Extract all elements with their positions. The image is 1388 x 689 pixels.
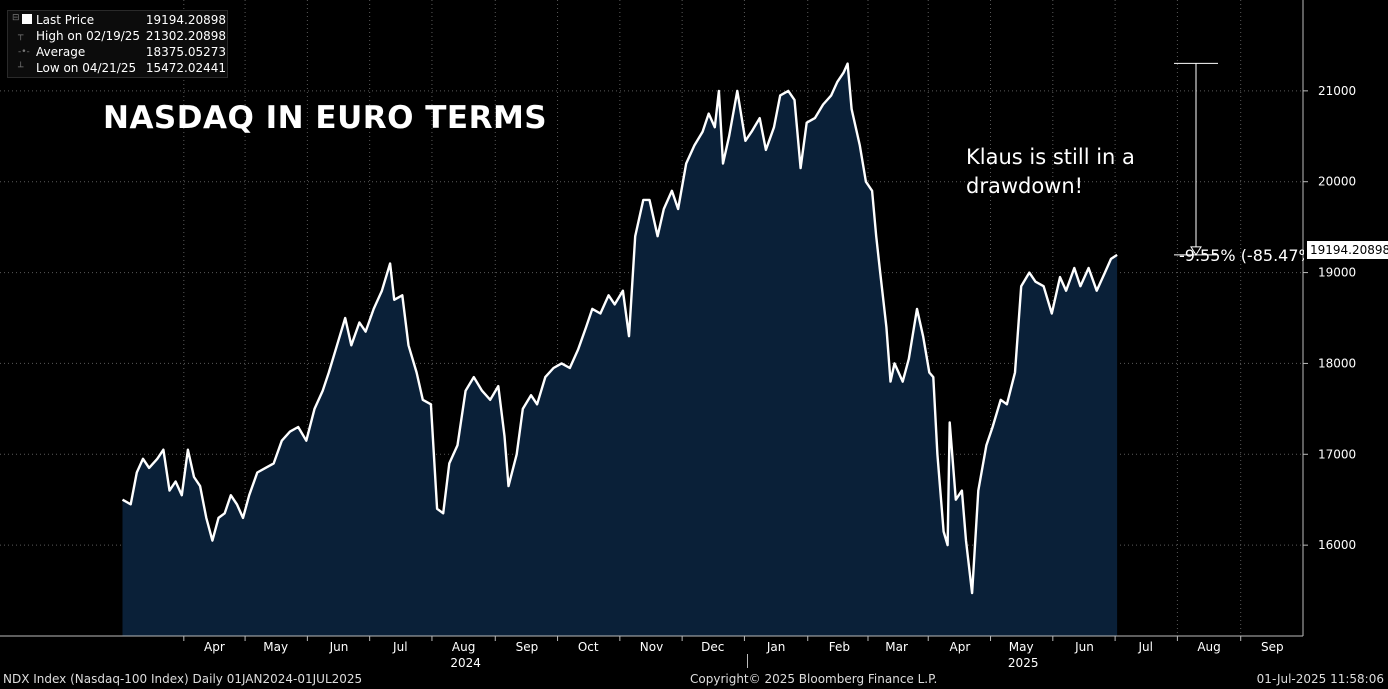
x-tick-label: Feb xyxy=(829,640,850,654)
last-price-tag: 19194.20898 xyxy=(1307,241,1388,259)
legend-value: 18375.05273 xyxy=(145,45,226,59)
chart-axes: 16000 17000 18000 19000 20000 21000 Apr May Jun J… xyxy=(0,0,1356,670)
x-tick-label: Nov xyxy=(640,640,663,654)
y-tick-label: 21000 xyxy=(1318,84,1356,98)
legend-box: Last Price 19194.20898 High on 02/19/25 … xyxy=(7,10,228,78)
high-marker-icon: ┬ xyxy=(18,31,24,41)
x-tick-label: Jul xyxy=(392,640,407,654)
legend-row-high: High on 02/19/25 21302.20898 xyxy=(36,28,226,44)
footer-security-info: NDX Index (Nasdaq-100 Index) Daily 01JAN… xyxy=(3,672,363,686)
year-label: 2024 xyxy=(450,656,481,670)
low-marker-icon: ┴ xyxy=(18,63,24,73)
x-tick-label: Apr xyxy=(950,640,971,654)
x-tick-label: May xyxy=(1009,640,1034,654)
legend-row-low: Low on 04/21/25 15472.02441 xyxy=(36,60,226,76)
last-price-swatch-icon xyxy=(22,14,32,24)
x-tick-label: Sep xyxy=(516,640,539,654)
legend-row-average: Average 18375.05273 xyxy=(36,44,226,60)
legend-label: Last Price xyxy=(36,13,95,27)
x-tick-label: Jul xyxy=(1137,640,1152,654)
drawdown-percent-label: -9.55% (-85.47% xyxy=(1179,246,1304,265)
x-tick-label: Jun xyxy=(1074,640,1094,654)
footer-timestamp: 01-Jul-2025 11:58:06 xyxy=(1256,672,1384,686)
x-tick-label: May xyxy=(263,640,288,654)
y-tick-label: 17000 xyxy=(1318,447,1356,461)
y-tick-label: 19000 xyxy=(1318,266,1356,280)
x-tick-label: Aug xyxy=(1197,640,1220,654)
price-series-line xyxy=(121,62,1118,595)
legend-value: 19194.20898 xyxy=(145,13,226,27)
x-tick-label: Sep xyxy=(1261,640,1284,654)
x-tick-label: Jan xyxy=(766,640,786,654)
average-marker-icon: -•- xyxy=(18,47,30,57)
legend-label: Average xyxy=(36,45,86,59)
chart-title: NASDAQ IN EURO TERMS xyxy=(103,100,548,136)
y-tick-label: 16000 xyxy=(1318,538,1356,552)
x-tick-label: Apr xyxy=(204,640,225,654)
collapse-icon[interactable]: ⊟ xyxy=(12,13,20,23)
drawdown-arrow-icon xyxy=(1190,246,1202,256)
footer-copyright: Copyright© 2025 Bloomberg Finance L.P. xyxy=(690,672,938,686)
legend-value: 21302.20898 xyxy=(145,29,226,43)
x-tick-label: Aug xyxy=(452,640,475,654)
x-tick-label: Oct xyxy=(578,640,599,654)
price-area-fill xyxy=(122,63,1118,637)
x-tick-label: Jun xyxy=(329,640,349,654)
x-tick-label: Dec xyxy=(701,640,724,654)
legend-value: 15472.02441 xyxy=(145,61,226,75)
legend-label: High on 02/19/25 xyxy=(36,29,141,43)
y-tick-label: 20000 xyxy=(1318,175,1356,189)
annotation-text: Klaus is still in a drawdown! xyxy=(966,145,1135,198)
y-tick-label: 18000 xyxy=(1318,356,1356,370)
x-tick-label: Mar xyxy=(885,640,908,654)
drawdown-marker xyxy=(1174,62,1218,256)
legend-label: Low on 04/21/25 xyxy=(36,61,137,75)
year-label: 2025 xyxy=(1008,656,1039,670)
legend-row-last-price: Last Price 19194.20898 xyxy=(36,12,226,28)
